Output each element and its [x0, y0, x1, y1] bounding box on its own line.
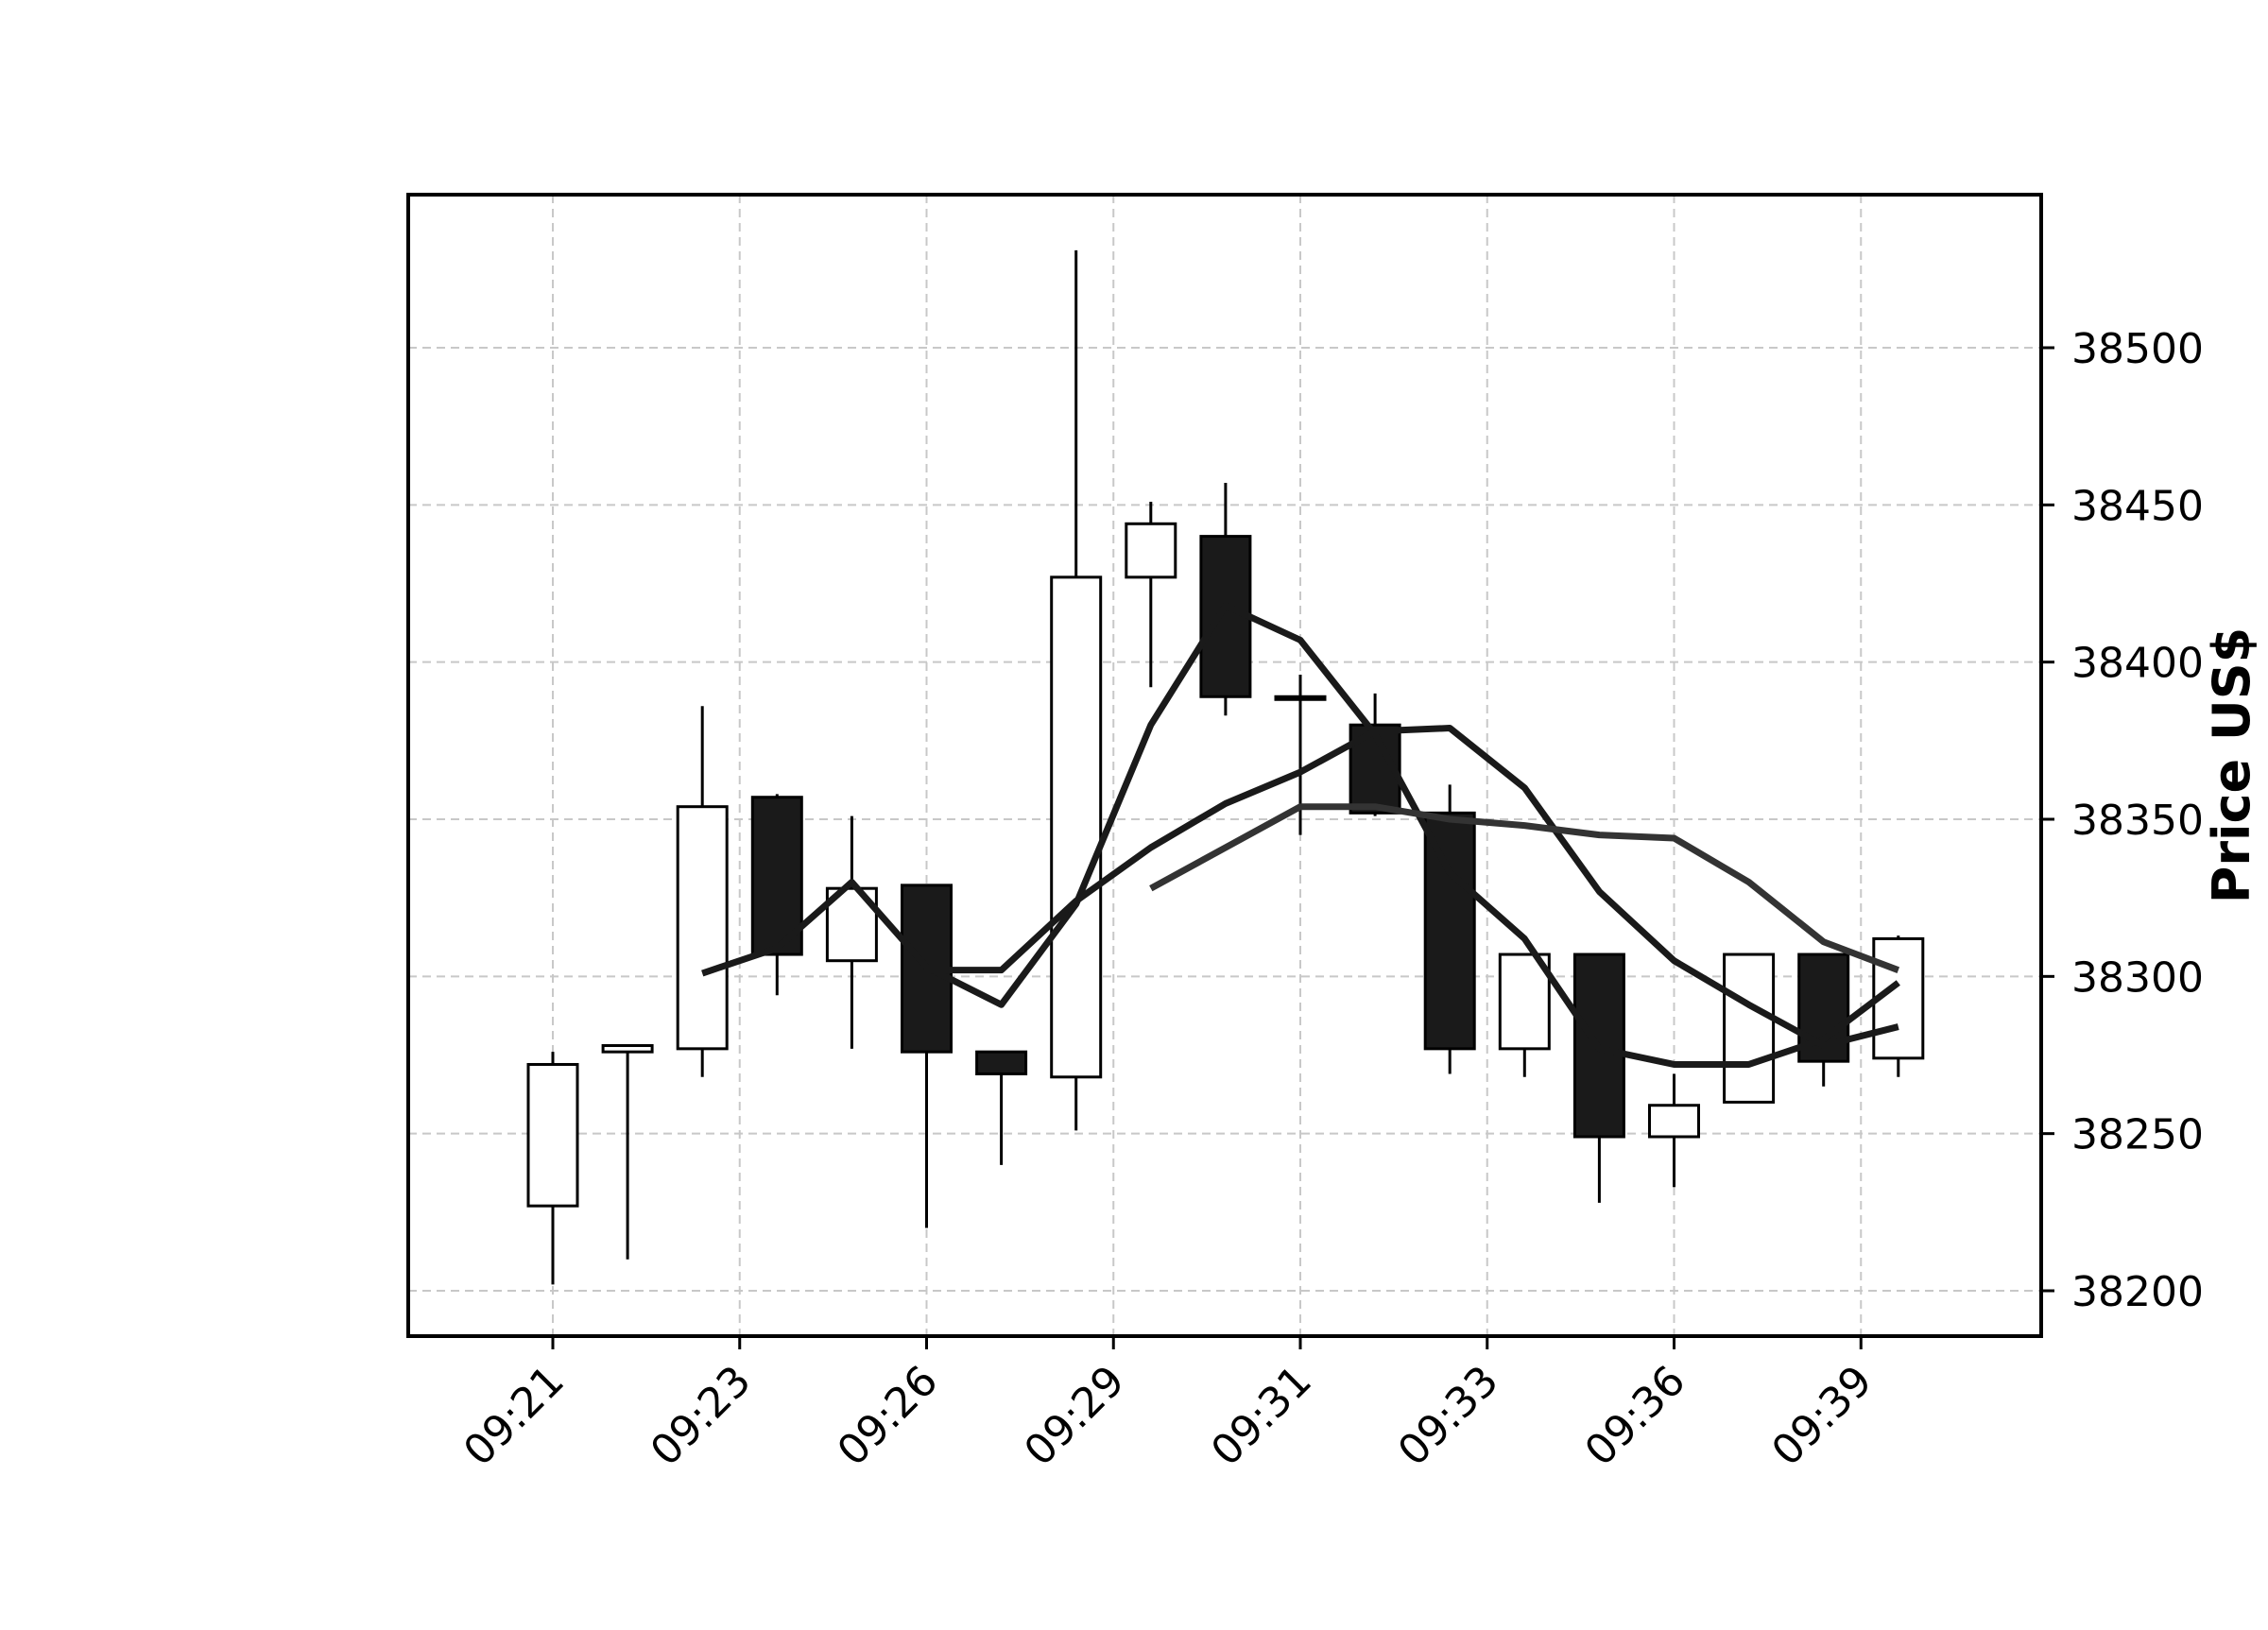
- y-tick-label: 38300: [2071, 953, 2204, 1002]
- x-tick-label: 09:33: [1389, 1357, 1508, 1476]
- y-axis-label: Price US$: [2202, 627, 2261, 903]
- grid-lines: [408, 195, 2041, 1336]
- x-tick-label: 09:39: [1762, 1357, 1881, 1476]
- y-tick-label: 38350: [2071, 797, 2204, 845]
- candle-body: [1648, 1104, 1700, 1139]
- y-axis: 38200 38250 38300 38350 38400 38450 38500: [2041, 325, 2204, 1316]
- candles: [526, 249, 1925, 1285]
- x-tick-label: 09:23: [642, 1357, 761, 1476]
- candle-body: [676, 805, 729, 1051]
- candle-body: [750, 796, 803, 956]
- moving-average-line: [701, 602, 1900, 1068]
- y-tick-label: 38500: [2071, 325, 2204, 373]
- y-tick-label: 38200: [2071, 1268, 2204, 1316]
- candle-body: [526, 1062, 579, 1208]
- candle-body: [1274, 695, 1327, 701]
- x-tick-label: 09:21: [455, 1357, 574, 1476]
- candle-body: [1199, 535, 1252, 698]
- x-tick-label: 09:26: [829, 1357, 948, 1476]
- candle-body: [1423, 811, 1476, 1051]
- x-tick-label: 09:36: [1576, 1357, 1695, 1476]
- x-axis: 09:21 09:23 09:26 09:29 09:31 09:33 09:36 09:39: [455, 1336, 1881, 1475]
- y-tick-label: 38250: [2071, 1111, 2204, 1159]
- candle-body: [1498, 952, 1551, 1051]
- candle-body: [1125, 522, 1177, 579]
- moving-average-line: [926, 725, 1899, 1050]
- candle-body: [1723, 952, 1776, 1104]
- y-tick-label: 38400: [2071, 640, 2204, 688]
- x-tick-label: 09:29: [1015, 1357, 1134, 1476]
- y-tick-label: 38450: [2071, 482, 2204, 530]
- candle-body: [1050, 575, 1103, 1079]
- plot-frame: [406, 193, 2043, 1338]
- candle-body: [601, 1044, 654, 1054]
- x-tick-label: 09:31: [1202, 1357, 1321, 1476]
- moving-average-line: [1149, 803, 1900, 973]
- moving-average-lines: [701, 602, 1900, 1068]
- candle-body: [975, 1050, 1028, 1075]
